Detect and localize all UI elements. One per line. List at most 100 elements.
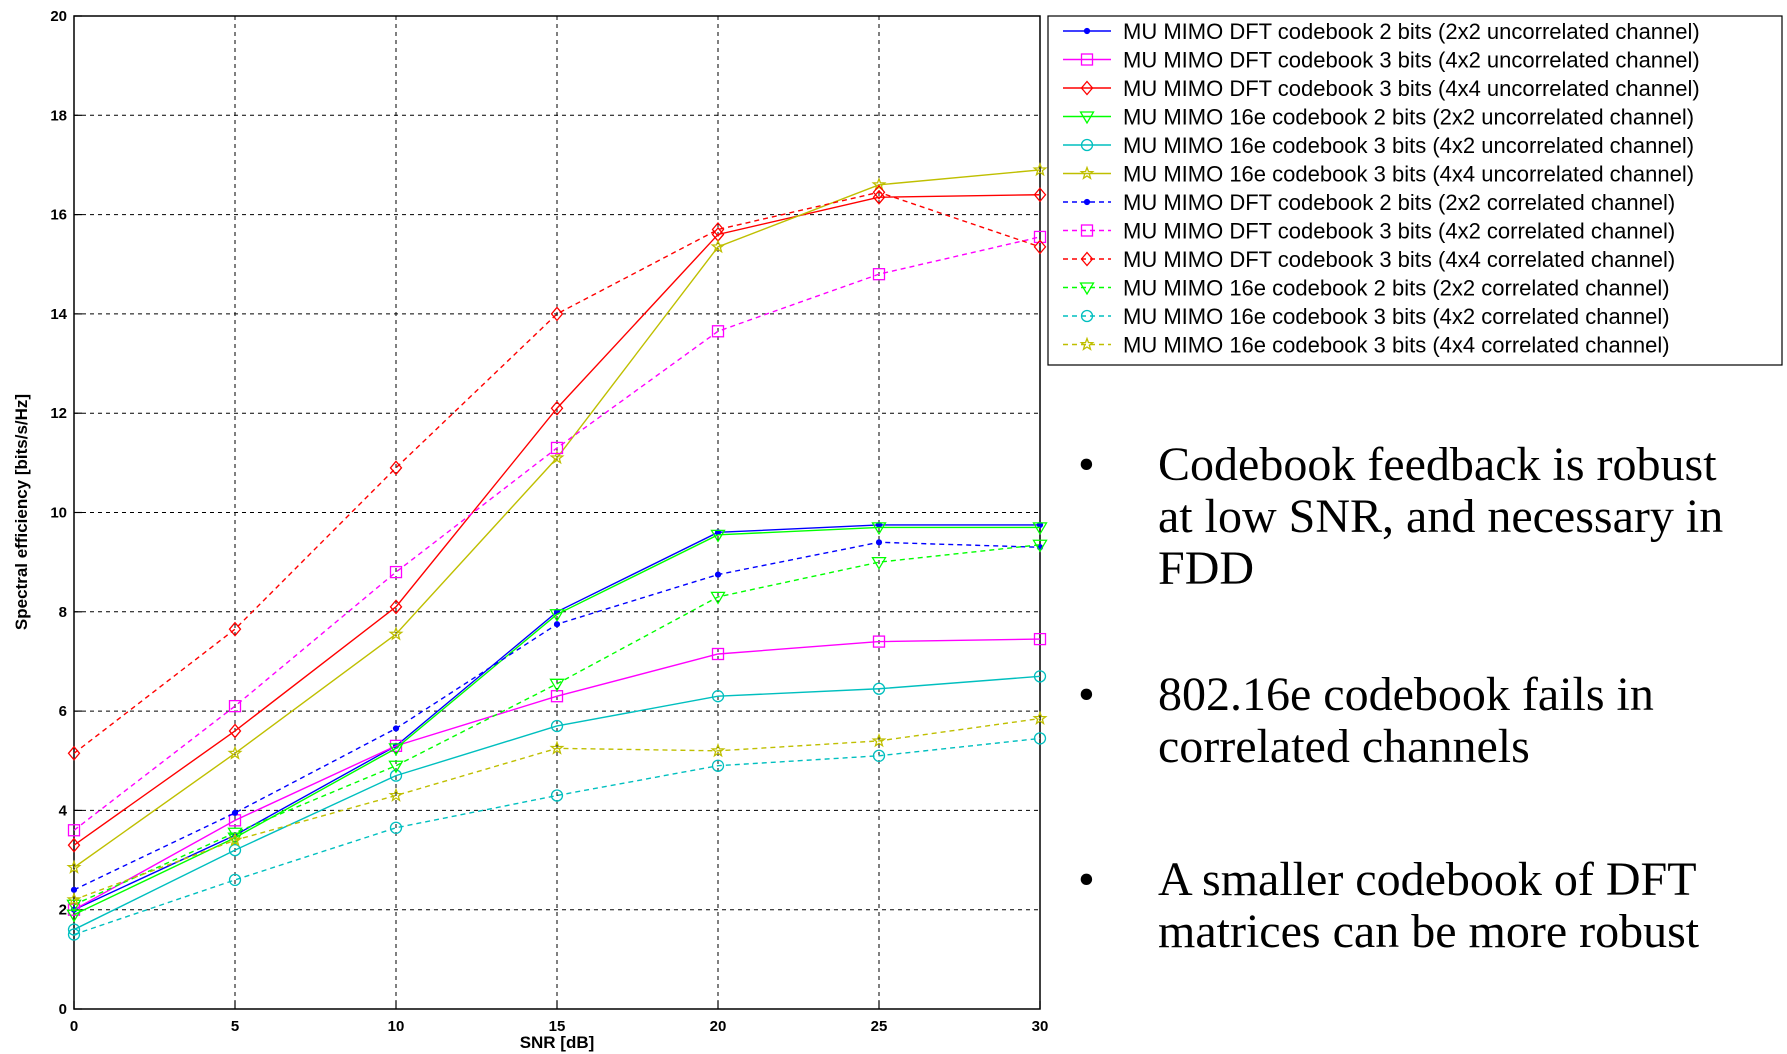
data-point-marker — [67, 928, 81, 941]
data-point-marker — [710, 529, 726, 543]
data-point-marker — [872, 682, 886, 695]
data-point-marker — [389, 565, 403, 579]
data-point-marker — [1032, 162, 1048, 177]
data-point-marker — [1033, 187, 1047, 203]
data-point-marker — [872, 268, 886, 281]
x-tick-label: 15 — [549, 1018, 566, 1035]
legend-entry-label: MU MIMO DFT codebook 3 bits (4x2 correla… — [1123, 219, 1675, 244]
x-tick-label: 30 — [1032, 1018, 1049, 1035]
data-point-marker — [392, 725, 400, 732]
data-point-marker — [1033, 239, 1047, 255]
data-point-marker — [550, 306, 564, 322]
y-tick-label: 10 — [50, 505, 67, 522]
data-point-marker — [1032, 539, 1048, 553]
y-tick-label: 8 — [59, 604, 67, 621]
data-point-marker — [1083, 27, 1091, 35]
series-group — [67, 670, 1047, 936]
data-point-marker — [1083, 198, 1091, 206]
data-point-marker — [1033, 230, 1047, 244]
data-point-marker — [710, 742, 726, 758]
data-point-marker — [231, 809, 239, 816]
data-point-marker — [550, 441, 564, 455]
x-tick-label: 20 — [710, 1018, 727, 1035]
data-point-marker — [871, 732, 887, 748]
data-point-marker — [1033, 670, 1047, 683]
data-point-marker — [711, 325, 725, 338]
data-point-marker — [1033, 732, 1047, 745]
axis-ticks: 0 5 10 15 20 25 30 0 2 4 6 8 10 12 14 16 18 20 — [50, 8, 1048, 1035]
series-line — [73, 191, 1041, 754]
legend-entry-label: MU MIMO 16e codebook 3 bits (4x2 correla… — [1123, 304, 1670, 329]
y-axis-label: Spectral efficiency [bits/s/Hz] — [12, 394, 31, 630]
legend-entry-label: MU MIMO 16e codebook 2 bits (2x2 correla… — [1123, 276, 1670, 301]
data-point-marker — [711, 759, 725, 772]
data-point-marker — [871, 176, 887, 192]
x-tick-label: 25 — [871, 1018, 888, 1035]
legend: MU MIMO DFT codebook 2 bits (2x2 uncorre… — [1047, 15, 1783, 366]
legend-entry-label: MU MIMO DFT codebook 3 bits (4x4 uncorre… — [1123, 76, 1700, 101]
data-point-marker — [227, 832, 243, 847]
data-point-marker — [549, 609, 565, 623]
bullet-marker: • — [1078, 853, 1095, 906]
data-point-marker — [1079, 111, 1095, 125]
data-point-marker — [389, 599, 403, 615]
data-point-marker — [227, 745, 243, 760]
data-point-marker — [227, 827, 243, 841]
data-point-marker — [549, 740, 565, 755]
legend-entry-label: MU MIMO DFT codebook 3 bits (4x2 uncorre… — [1123, 48, 1700, 73]
grid-lines — [74, 16, 1040, 1009]
data-point-marker — [1080, 80, 1094, 96]
bullet-text-line: FDD — [1158, 542, 1254, 595]
y-tick-label: 20 — [50, 8, 67, 25]
bullet-marker: • — [1078, 668, 1095, 721]
x-axis-label: SNR [dB] — [520, 1033, 595, 1052]
series-group — [66, 710, 1048, 907]
data-point-marker — [1080, 251, 1094, 267]
data-point-marker — [872, 749, 886, 762]
data-point-marker — [389, 821, 403, 834]
data-point-marker — [388, 626, 404, 641]
data-point-marker — [228, 699, 242, 713]
y-tick-label: 0 — [59, 1001, 67, 1018]
data-point-marker — [549, 678, 565, 692]
data-point-marker — [1032, 710, 1048, 725]
y-tick-label: 18 — [50, 107, 67, 124]
data-point-marker — [1079, 282, 1095, 296]
data-point-marker — [1079, 165, 1095, 180]
series-line — [73, 194, 1041, 846]
legend-entry-label: MU MIMO 16e codebook 2 bits (2x2 uncorre… — [1123, 105, 1694, 130]
bullet-text-line: 802.16e codebook fails in — [1158, 668, 1654, 721]
data-point-marker — [871, 557, 887, 570]
y-tick-label: 6 — [59, 703, 67, 720]
data-point-marker — [389, 460, 403, 476]
data-point-marker — [711, 647, 725, 661]
data-point-marker — [1080, 224, 1094, 237]
series-line — [73, 544, 1041, 906]
data-point-marker — [228, 621, 242, 637]
data-point-marker — [711, 690, 725, 703]
series-line — [73, 717, 1041, 901]
data-point-marker — [1080, 309, 1094, 323]
series-group — [67, 184, 1047, 761]
data-point-marker — [550, 400, 564, 416]
legend-entry-label: MU MIMO DFT codebook 2 bits (2x2 uncorre… — [1123, 19, 1700, 44]
data-point-marker — [1080, 138, 1094, 152]
data-point-marker — [228, 723, 242, 739]
y-tick-label: 12 — [50, 405, 67, 422]
legend-entry-label: MU MIMO DFT codebook 2 bits (2x2 correla… — [1123, 190, 1675, 215]
data-point-marker — [550, 789, 564, 802]
data-point-marker — [1079, 336, 1095, 351]
series-line — [73, 638, 1041, 911]
data-point-marker — [67, 923, 81, 936]
data-point-marker — [550, 719, 564, 733]
data-point-marker — [388, 760, 404, 774]
data-point-marker — [875, 539, 883, 546]
data-point-marker — [872, 635, 886, 648]
data-point-marker — [389, 769, 403, 782]
x-tick-label: 5 — [231, 1018, 239, 1035]
data-point-marker — [1033, 632, 1047, 646]
data-point-marker — [553, 621, 561, 628]
data-point-marker — [711, 221, 725, 238]
y-tick-label: 14 — [50, 306, 67, 323]
data-point-marker — [67, 745, 81, 761]
